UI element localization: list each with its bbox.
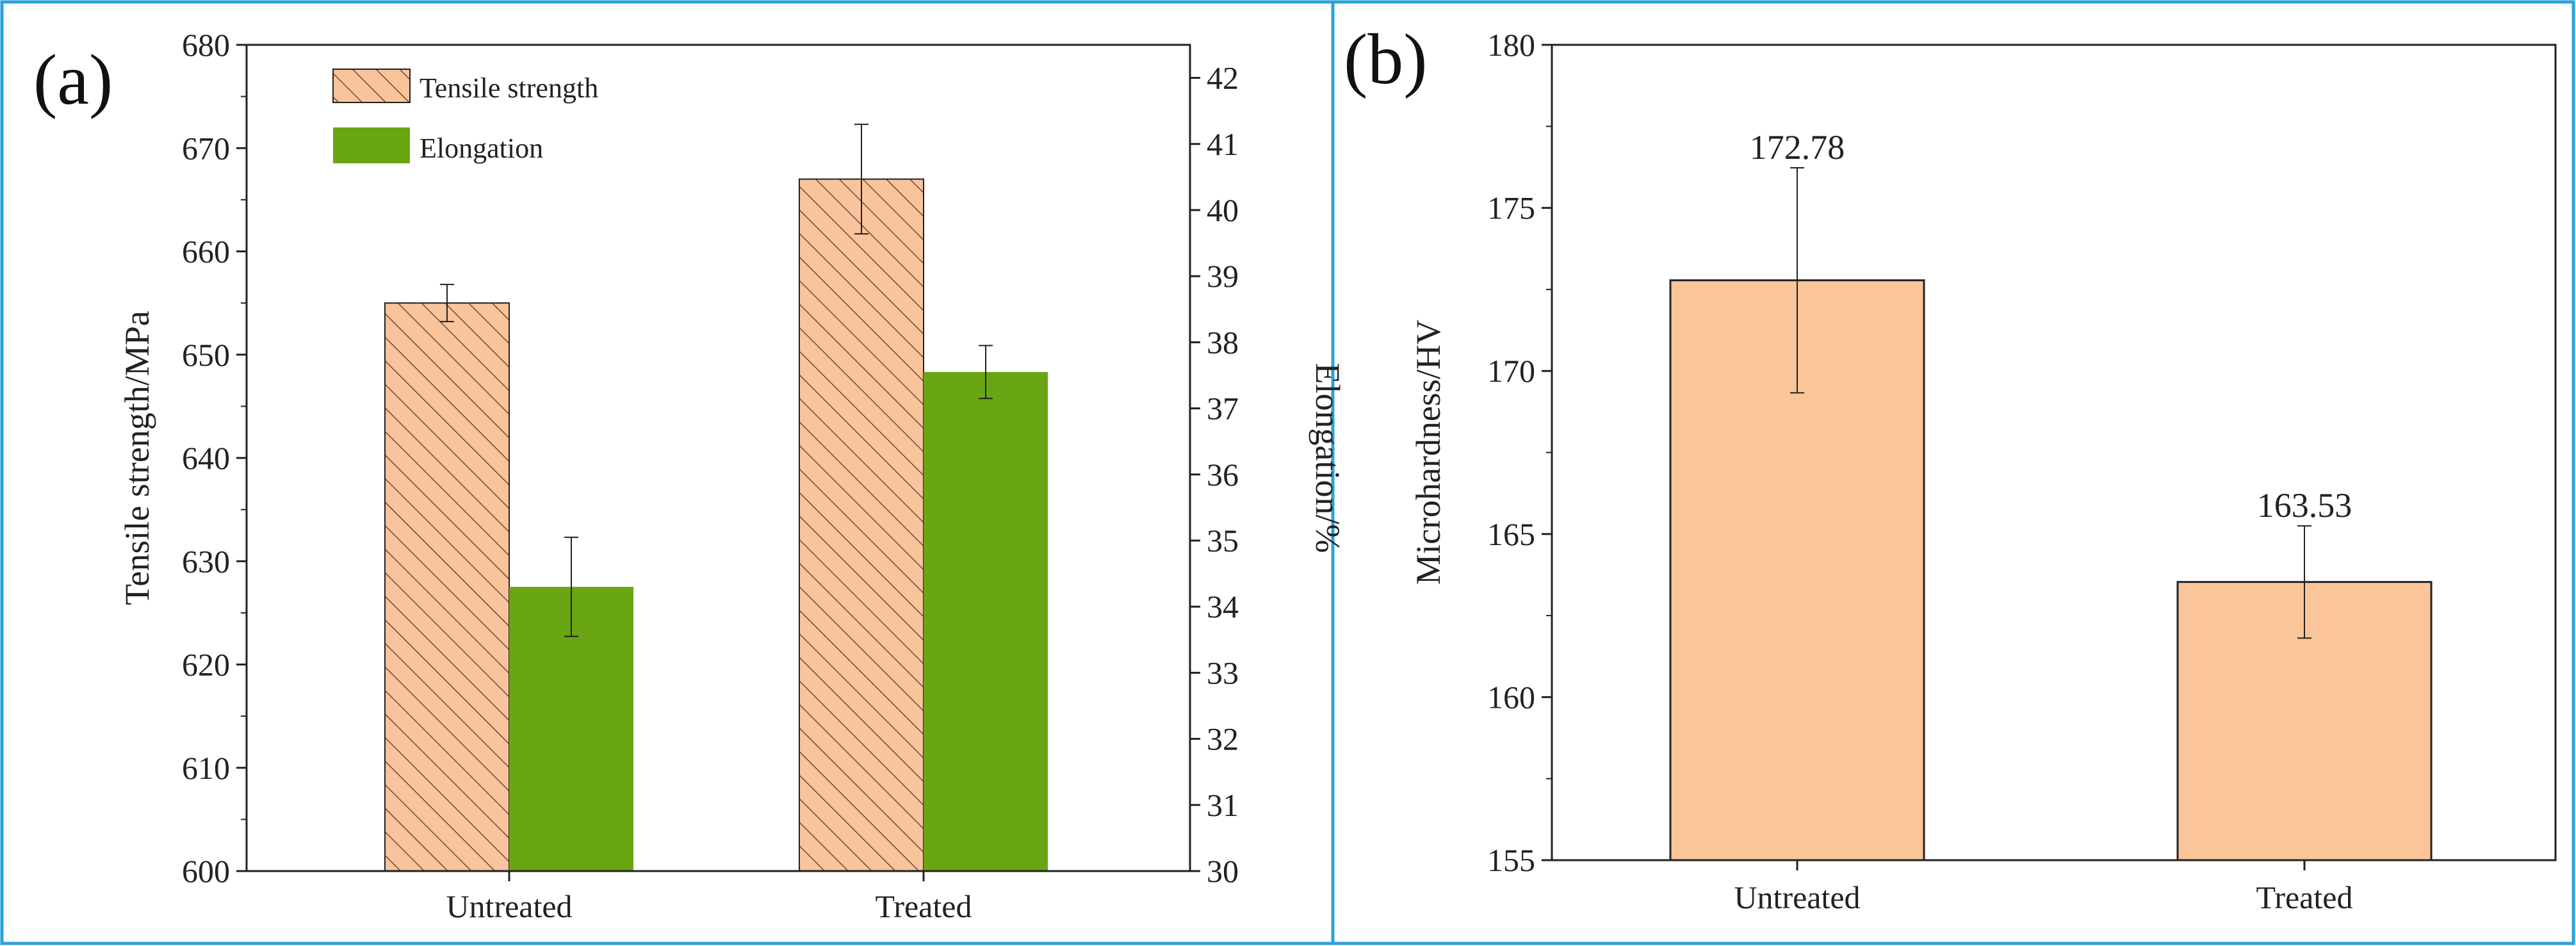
right-tick-label-38: 38 <box>1207 324 1239 360</box>
right-tick-label-32: 32 <box>1207 721 1239 757</box>
panel-b-bars <box>1669 279 2433 861</box>
panel-a-left-axis-title: Tensile strength/MPa <box>118 311 156 605</box>
left-tick-label-630: 630 <box>182 543 230 579</box>
y-tick-label-170: 170 <box>1487 353 1535 389</box>
x-tick-label-treated: Treated <box>2256 879 2353 915</box>
left-tick-label-680: 680 <box>182 27 230 63</box>
panel-a-x-axis-ticks: Untreated Treated <box>446 871 972 924</box>
legend-label-tensile-strength: Tensile strength <box>420 72 598 104</box>
panel-a-right-axis-title: Elongation/% <box>1308 363 1347 553</box>
panel-b-x-axis-ticks: Untreated Treated <box>1734 860 2352 915</box>
right-tick-label-30: 30 <box>1207 853 1239 889</box>
panel-a-legend: Tensile strength Elongation <box>332 69 598 164</box>
legend-swatch-elongation <box>333 127 410 163</box>
left-tick-label-620: 620 <box>182 647 230 683</box>
panel-a-tensile-elongation-chart: (a) 600 610 620 630 640 650 660 670 680 30 31 32 33… <box>33 27 1347 924</box>
x-tick-label-untreated: Untreated <box>1734 879 1860 915</box>
y-tick-label-165: 165 <box>1487 516 1535 552</box>
right-tick-label-40: 40 <box>1207 192 1239 228</box>
legend-label-elongation: Elongation <box>420 133 543 164</box>
data-label-microhardness-treated: 163.53 <box>2257 486 2352 525</box>
panel-b-y-axis-ticks: 155 160 165 170 175 180 <box>1487 27 1552 878</box>
right-tick-label-34: 34 <box>1207 589 1239 624</box>
legend-swatch-tensile-strength <box>332 69 411 103</box>
panel-a-bars <box>384 178 1048 872</box>
left-tick-label-610: 610 <box>182 750 230 786</box>
panel-a-right-axis-ticks: 30 31 32 33 34 35 36 37 38 39 40 41 42 <box>1190 60 1239 889</box>
right-tick-label-35: 35 <box>1207 523 1239 559</box>
y-tick-label-160: 160 <box>1487 679 1535 715</box>
y-tick-label-155: 155 <box>1487 842 1535 878</box>
right-tick-label-33: 33 <box>1207 655 1239 690</box>
left-tick-label-640: 640 <box>182 440 230 476</box>
panel-b-error-bars <box>1790 167 2311 639</box>
panel-a-label: (a) <box>33 40 113 120</box>
panel-a-error-bars <box>440 124 993 637</box>
panel-b-border <box>1331 0 2575 945</box>
left-tick-label-660: 660 <box>182 234 230 270</box>
left-tick-label-670: 670 <box>182 130 230 166</box>
x-tick-label-treated: Treated <box>876 888 972 924</box>
panel-b-data-labels: 172.78 163.53 <box>1750 128 2352 525</box>
bar-tensile-strength-untreated <box>384 302 510 872</box>
right-tick-label-31: 31 <box>1207 787 1239 823</box>
right-tick-label-39: 39 <box>1207 258 1239 294</box>
y-tick-label-180: 180 <box>1487 27 1535 63</box>
left-tick-label-650: 650 <box>182 337 230 373</box>
right-tick-label-42: 42 <box>1207 60 1239 96</box>
panel-b-microhardness-chart: (b) 172.78 163.53 155 160 165 170 175 180 Untr… <box>1344 20 2557 915</box>
panel-a-left-axis-ticks: 600 610 620 630 640 650 660 670 680 <box>182 27 247 889</box>
panel-b-label: (b) <box>1344 20 1428 99</box>
bar-tensile-strength-treated <box>799 178 924 872</box>
right-tick-label-36: 36 <box>1207 457 1239 493</box>
left-tick-label-600: 600 <box>182 853 230 889</box>
bar-elongation-treated <box>924 371 1048 871</box>
data-label-microhardness-untreated: 172.78 <box>1750 128 1845 167</box>
y-tick-label-175: 175 <box>1487 190 1535 226</box>
right-tick-label-37: 37 <box>1207 391 1239 427</box>
panel-b-y-axis-title: Microhardness/HV <box>1409 320 1447 585</box>
x-tick-label-untreated: Untreated <box>446 888 572 924</box>
right-tick-label-41: 41 <box>1207 126 1239 162</box>
